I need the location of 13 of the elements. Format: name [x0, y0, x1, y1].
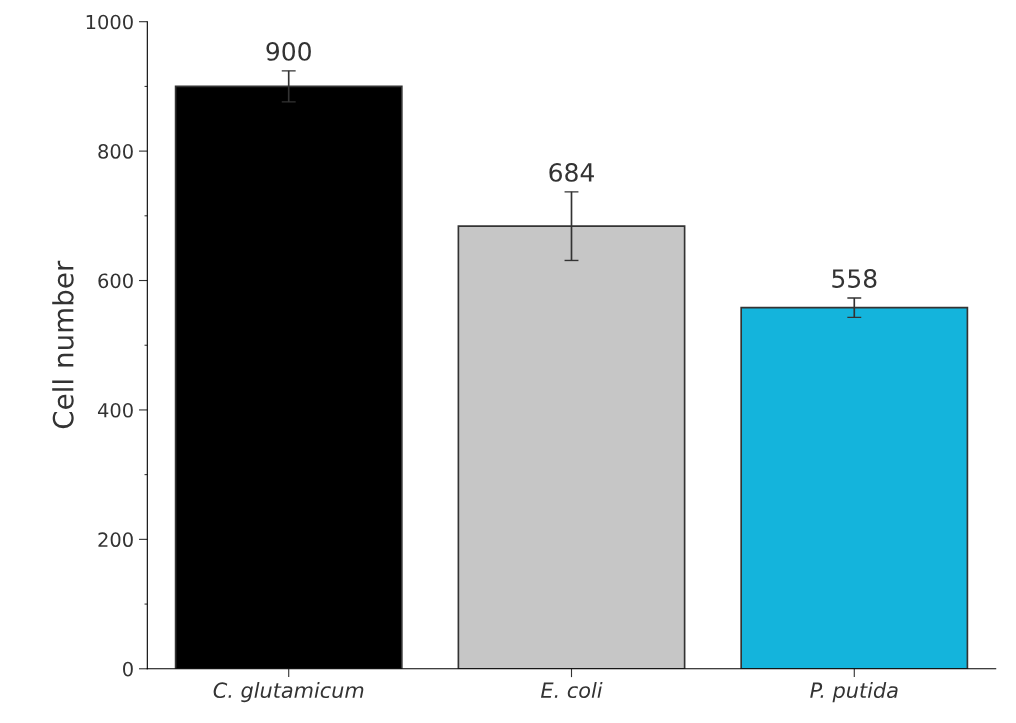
y-tick-label: 800: [98, 144, 133, 159]
x-tick-label: C. glutamicum: [213, 681, 364, 703]
x-tick-label: P. putida: [810, 681, 898, 703]
data-label: 558: [832, 269, 877, 288]
data-label: 900: [266, 41, 311, 61]
x-tick-label: E. coli: [540, 681, 603, 699]
data-label: 684: [549, 162, 594, 182]
y-tick-label: 400: [97, 402, 133, 418]
y-tick-label: 0: [123, 661, 133, 677]
y-axis-title: Cell number: [52, 260, 74, 429]
y-tick-label: 600: [98, 273, 133, 289]
y-tick-label: 1000: [86, 14, 133, 30]
y-tick-label: 200: [98, 532, 133, 548]
